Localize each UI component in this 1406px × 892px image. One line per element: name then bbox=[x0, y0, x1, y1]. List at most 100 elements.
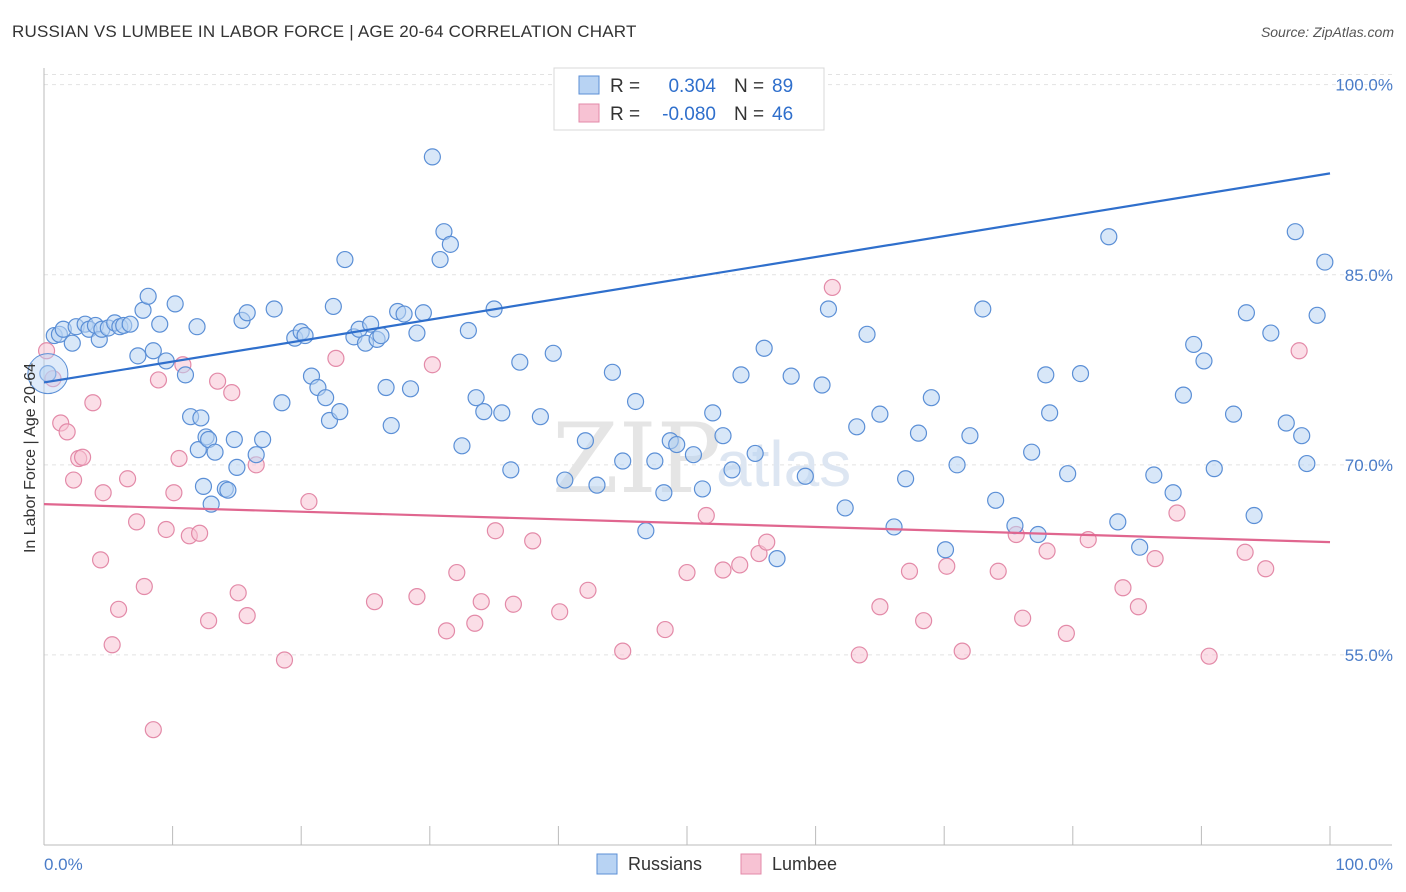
lumbee-point-17[interactable] bbox=[157, 520, 175, 539]
russians-point-98[interactable] bbox=[755, 339, 773, 357]
lumbee-point-55[interactable] bbox=[900, 562, 919, 580]
russians-point-87[interactable] bbox=[646, 452, 664, 470]
russians-point-large[interactable] bbox=[27, 353, 69, 395]
russians-point-39[interactable] bbox=[247, 446, 265, 464]
lumbee-point-68[interactable] bbox=[1168, 504, 1186, 522]
russians-point-65[interactable] bbox=[414, 304, 432, 322]
russians-point-35[interactable] bbox=[225, 430, 243, 449]
lumbee-point-49[interactable] bbox=[731, 556, 749, 574]
russians-point-41[interactable] bbox=[265, 300, 283, 318]
lumbee-point-56[interactable] bbox=[915, 612, 933, 630]
russians-point-15[interactable] bbox=[121, 315, 139, 333]
russians-point-82[interactable] bbox=[588, 476, 606, 494]
russians-point-76[interactable] bbox=[502, 461, 520, 479]
russians-point-112[interactable] bbox=[936, 541, 955, 559]
russians-point-16[interactable] bbox=[129, 347, 147, 365]
russians-point-40[interactable] bbox=[254, 430, 272, 449]
russians-point-84[interactable] bbox=[614, 452, 632, 470]
russians-point-19[interactable] bbox=[144, 342, 162, 360]
russians-point-80[interactable] bbox=[556, 471, 574, 489]
russians-point-140[interactable] bbox=[1298, 454, 1316, 473]
lumbee-point-29[interactable] bbox=[275, 651, 294, 669]
russians-point-48[interactable] bbox=[317, 389, 335, 407]
russians-point-78[interactable] bbox=[531, 408, 549, 426]
russians-point-42[interactable] bbox=[273, 394, 291, 412]
lumbee-point-51[interactable] bbox=[758, 533, 776, 551]
legend-lumbee-swatch[interactable] bbox=[740, 853, 762, 875]
lumbee-point-65[interactable] bbox=[1114, 579, 1132, 597]
russians-point-81[interactable] bbox=[576, 432, 595, 450]
russians-point-102[interactable] bbox=[813, 376, 831, 394]
russians-point-86[interactable] bbox=[637, 522, 655, 540]
lumbee-point-69[interactable] bbox=[1200, 647, 1218, 665]
russians-point-124[interactable] bbox=[1100, 228, 1118, 246]
russians-point-25[interactable] bbox=[188, 318, 206, 336]
lumbee-point-54[interactable] bbox=[871, 598, 889, 616]
lumbee-point-42[interactable] bbox=[551, 603, 569, 621]
russians-point-130[interactable] bbox=[1185, 335, 1203, 354]
lumbee-point-25[interactable] bbox=[223, 384, 241, 402]
russians-point-137[interactable] bbox=[1277, 414, 1295, 432]
russians-point-26[interactable] bbox=[189, 441, 207, 459]
lumbee-point-10[interactable] bbox=[103, 636, 121, 654]
russians-point-67[interactable] bbox=[431, 250, 449, 269]
lumbee-point-57[interactable] bbox=[938, 557, 956, 575]
russians-point-111[interactable] bbox=[922, 389, 940, 407]
lumbee-point-59[interactable] bbox=[989, 562, 1007, 580]
lumbee-point-8[interactable] bbox=[91, 551, 110, 569]
russians-point-72[interactable] bbox=[467, 389, 485, 407]
russians-point-71[interactable] bbox=[459, 321, 477, 340]
russians-point-18[interactable] bbox=[139, 287, 157, 305]
russians-point-110[interactable] bbox=[909, 424, 928, 442]
russians-point-121[interactable] bbox=[1041, 404, 1059, 422]
lumbee-point-53[interactable] bbox=[850, 646, 868, 664]
russians-point-122[interactable] bbox=[1059, 465, 1077, 483]
russians-point-107[interactable] bbox=[871, 405, 889, 423]
russians-point-101[interactable] bbox=[796, 467, 814, 485]
lumbee-point-62[interactable] bbox=[1038, 542, 1056, 560]
russians-point-129[interactable] bbox=[1174, 386, 1192, 404]
lumbee-point-18[interactable] bbox=[165, 484, 183, 502]
lumbee-point-46[interactable] bbox=[678, 563, 696, 582]
russians-point-103[interactable] bbox=[819, 300, 838, 318]
russians-point-34[interactable] bbox=[219, 481, 237, 499]
lumbee-point-58[interactable] bbox=[953, 642, 971, 660]
lumbee-point-45[interactable] bbox=[656, 620, 674, 639]
russians-point-23[interactable] bbox=[176, 366, 195, 384]
russians-point-120[interactable] bbox=[1037, 366, 1055, 384]
russians-point-123[interactable] bbox=[1071, 364, 1090, 383]
russians-point-83[interactable] bbox=[603, 363, 622, 381]
russians-point-104[interactable] bbox=[836, 499, 854, 517]
russians-point-109[interactable] bbox=[897, 470, 915, 488]
russians-point-22[interactable] bbox=[166, 295, 184, 313]
russians-point-139[interactable] bbox=[1293, 427, 1311, 445]
lumbee-point-27[interactable] bbox=[238, 607, 256, 625]
russians-point-113[interactable] bbox=[948, 456, 966, 474]
legend-russians-swatch[interactable] bbox=[596, 853, 618, 875]
lumbee-point-12[interactable] bbox=[118, 470, 137, 488]
lumbee-point-15[interactable] bbox=[144, 721, 162, 739]
lumbee-point-0[interactable] bbox=[37, 342, 56, 360]
russians-point-73[interactable] bbox=[475, 403, 493, 421]
russians-point-97[interactable] bbox=[746, 444, 764, 463]
russians-point-142[interactable] bbox=[1316, 253, 1334, 271]
lumbee-point-66[interactable] bbox=[1129, 598, 1147, 616]
russians-point-59[interactable] bbox=[377, 378, 395, 397]
russians-point-58[interactable] bbox=[372, 326, 390, 345]
russians-point-51[interactable] bbox=[331, 403, 349, 421]
russians-point-85[interactable] bbox=[626, 392, 645, 411]
lumbee-point-67[interactable] bbox=[1146, 550, 1164, 568]
lumbee-point-30[interactable] bbox=[300, 492, 318, 511]
lumbee-point-48[interactable] bbox=[714, 561, 732, 579]
russians-point-60[interactable] bbox=[382, 416, 400, 435]
russians-point-30[interactable] bbox=[194, 477, 213, 495]
lumbee-point-47[interactable] bbox=[697, 506, 715, 525]
russians-point-94[interactable] bbox=[714, 427, 732, 445]
lumbee-point-9[interactable] bbox=[94, 484, 112, 502]
lumbee-point-34[interactable] bbox=[423, 356, 441, 374]
lumbee-point-13[interactable] bbox=[127, 513, 146, 531]
russians-point-52[interactable] bbox=[336, 250, 354, 269]
lumbee-point-43[interactable] bbox=[579, 581, 597, 599]
lumbee-point-24[interactable] bbox=[209, 372, 227, 390]
lumbee-point-72[interactable] bbox=[1290, 342, 1308, 360]
